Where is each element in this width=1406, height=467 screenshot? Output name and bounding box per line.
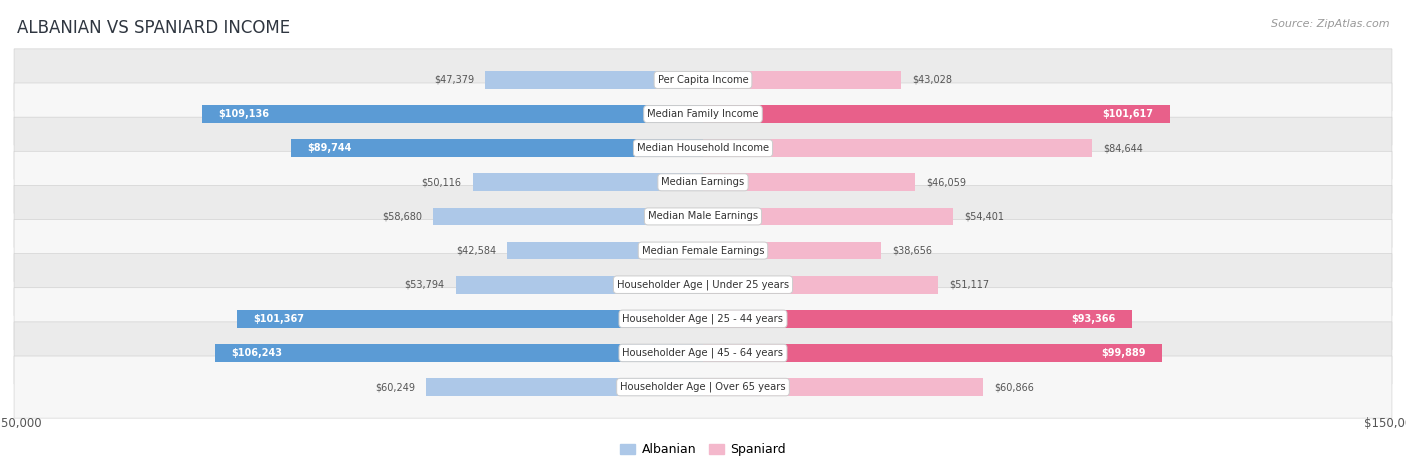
FancyBboxPatch shape xyxy=(14,117,1392,179)
Text: Median Family Income: Median Family Income xyxy=(647,109,759,119)
FancyBboxPatch shape xyxy=(14,322,1392,384)
Bar xyxy=(201,105,703,123)
Text: $99,889: $99,889 xyxy=(1101,348,1146,358)
Text: Householder Age | Under 25 years: Householder Age | Under 25 years xyxy=(617,279,789,290)
FancyBboxPatch shape xyxy=(14,219,1392,282)
Bar xyxy=(703,207,953,225)
Bar xyxy=(703,139,1092,157)
FancyBboxPatch shape xyxy=(14,83,1392,145)
Bar xyxy=(238,310,703,328)
Bar xyxy=(291,139,703,157)
Text: $93,366: $93,366 xyxy=(1071,314,1116,324)
Bar xyxy=(215,344,703,362)
Bar xyxy=(508,242,703,260)
Text: $53,794: $53,794 xyxy=(405,280,444,290)
Bar xyxy=(456,276,703,294)
Text: $51,117: $51,117 xyxy=(949,280,990,290)
Bar xyxy=(703,344,1161,362)
Legend: Albanian, Spaniard: Albanian, Spaniard xyxy=(616,439,790,461)
Text: Per Capita Income: Per Capita Income xyxy=(658,75,748,85)
Bar xyxy=(703,71,901,89)
Bar xyxy=(485,71,703,89)
Text: $101,367: $101,367 xyxy=(253,314,305,324)
Bar xyxy=(703,173,914,191)
Text: $38,656: $38,656 xyxy=(891,246,932,255)
Text: Median Earnings: Median Earnings xyxy=(661,177,745,187)
Text: Source: ZipAtlas.com: Source: ZipAtlas.com xyxy=(1271,19,1389,28)
Text: Householder Age | 25 - 44 years: Householder Age | 25 - 44 years xyxy=(623,313,783,324)
Text: $42,584: $42,584 xyxy=(456,246,496,255)
Text: $43,028: $43,028 xyxy=(912,75,952,85)
Bar xyxy=(703,276,938,294)
Text: $89,744: $89,744 xyxy=(307,143,352,153)
Bar xyxy=(433,207,703,225)
Text: $58,680: $58,680 xyxy=(382,212,422,221)
Text: $47,379: $47,379 xyxy=(434,75,474,85)
Bar xyxy=(703,378,983,396)
Text: $106,243: $106,243 xyxy=(231,348,283,358)
Text: $50,116: $50,116 xyxy=(422,177,461,187)
Text: Median Household Income: Median Household Income xyxy=(637,143,769,153)
FancyBboxPatch shape xyxy=(14,288,1392,350)
FancyBboxPatch shape xyxy=(14,49,1392,111)
Text: $60,866: $60,866 xyxy=(994,382,1033,392)
Text: $84,644: $84,644 xyxy=(1104,143,1143,153)
Bar xyxy=(703,242,880,260)
Text: Median Male Earnings: Median Male Earnings xyxy=(648,212,758,221)
Text: $54,401: $54,401 xyxy=(965,212,1004,221)
Bar xyxy=(703,105,1170,123)
FancyBboxPatch shape xyxy=(14,356,1392,418)
Text: $60,249: $60,249 xyxy=(375,382,415,392)
Text: ALBANIAN VS SPANIARD INCOME: ALBANIAN VS SPANIARD INCOME xyxy=(17,19,290,37)
FancyBboxPatch shape xyxy=(14,151,1392,213)
Text: $101,617: $101,617 xyxy=(1102,109,1154,119)
Text: $46,059: $46,059 xyxy=(927,177,966,187)
Text: Householder Age | Over 65 years: Householder Age | Over 65 years xyxy=(620,382,786,392)
Bar xyxy=(472,173,703,191)
Bar xyxy=(703,310,1132,328)
Bar xyxy=(426,378,703,396)
Text: Median Female Earnings: Median Female Earnings xyxy=(641,246,765,255)
Text: Householder Age | 45 - 64 years: Householder Age | 45 - 64 years xyxy=(623,348,783,358)
FancyBboxPatch shape xyxy=(14,254,1392,316)
Text: $109,136: $109,136 xyxy=(218,109,269,119)
FancyBboxPatch shape xyxy=(14,185,1392,248)
